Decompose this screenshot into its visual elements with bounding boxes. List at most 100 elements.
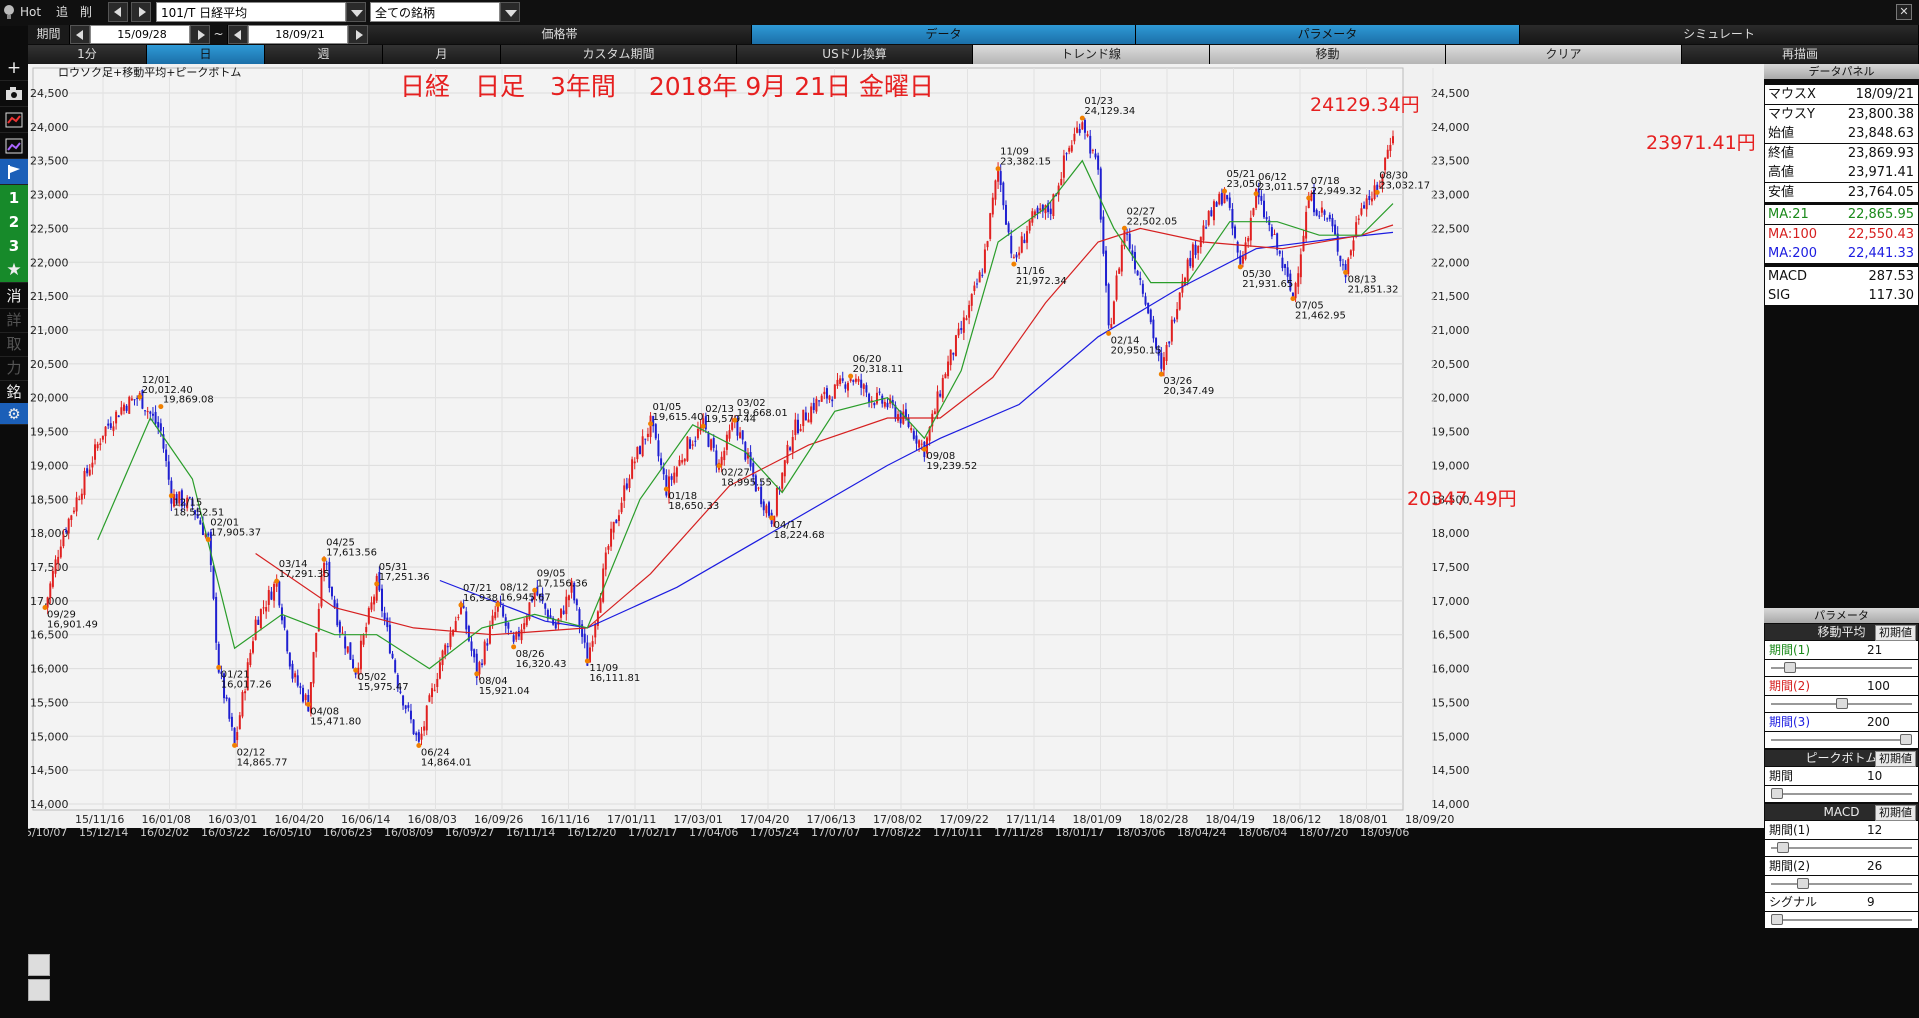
layout-2-button[interactable]: 2 <box>0 209 28 235</box>
tab-data[interactable]: データ <box>752 25 1136 44</box>
symbol-field[interactable]: 101/T 日経平均 <box>156 2 346 22</box>
clear-button[interactable]: クリア <box>1446 45 1682 64</box>
redraw-button[interactable]: 再描画 <box>1682 45 1919 64</box>
interval-weekly-button[interactable]: 週 <box>265 45 383 64</box>
candle-body <box>1336 233 1339 252</box>
x-tick-label: 18/08/01 <box>1339 813 1388 826</box>
detail-button[interactable]: 詳 <box>0 307 28 333</box>
layout-1-button[interactable]: 1 <box>0 185 28 211</box>
candle-body <box>241 691 244 717</box>
peak-bottom-date: 06/12 <box>1258 172 1287 183</box>
peak-bottom-date: 09/05 <box>537 568 566 579</box>
symbol-dropdown-button[interactable] <box>346 2 366 22</box>
symbol-button[interactable]: 銘 <box>0 379 28 405</box>
ma3-slider[interactable] <box>1765 732 1918 748</box>
candlestick-icon[interactable] <box>0 107 28 133</box>
candle-body <box>710 439 713 450</box>
ma-init-button[interactable]: 初期値 <box>1875 625 1916 641</box>
line-chart-icon[interactable] <box>0 133 28 159</box>
flag-icon[interactable] <box>0 159 28 185</box>
chart-area[interactable]: 24,500 24,500 24,000 24,000 23,500 23,500 23,0… <box>28 64 1764 1018</box>
candle-body <box>323 562 326 577</box>
custom-period-button[interactable]: カスタム期間 <box>501 45 737 64</box>
ma2-value[interactable]: 100 <box>1867 679 1890 693</box>
candle-body <box>475 653 478 678</box>
ma3-value[interactable]: 200 <box>1867 715 1890 729</box>
chart-type-icon-1[interactable] <box>28 954 50 976</box>
data-row: マウスY 23,800.38 <box>1765 104 1918 124</box>
macd-init-button[interactable]: 初期値 <box>1875 805 1916 821</box>
period-to-next-button[interactable] <box>348 25 368 44</box>
chart-type-icon-2[interactable] <box>28 979 50 1001</box>
add-button[interactable]: 追 <box>55 5 68 19</box>
macd2-value[interactable]: 26 <box>1867 859 1883 873</box>
signal-slider[interactable] <box>1765 912 1918 928</box>
peak-bottom-marker <box>474 671 480 677</box>
interval-daily-button[interactable]: 日 <box>147 45 265 64</box>
ma1-value[interactable]: 21 <box>1867 643 1883 657</box>
universe-dropdown-button[interactable] <box>500 2 520 22</box>
candle-body <box>752 463 755 477</box>
peak-bottom-date: 07/05 <box>1295 301 1324 312</box>
hot-button[interactable]: Hot <box>20 5 42 19</box>
macd1-slider[interactable] <box>1765 840 1918 856</box>
y-tick-label-right: 20,000 <box>1431 392 1470 405</box>
lightbulb-icon[interactable] <box>2 3 16 21</box>
camera-icon[interactable] <box>0 81 28 107</box>
period-from-prev-button[interactable] <box>70 25 90 44</box>
tab-price-band[interactable]: 価格帯 <box>368 25 752 44</box>
ma2-slider[interactable] <box>1765 696 1918 712</box>
macd1-value[interactable]: 12 <box>1867 823 1883 837</box>
trendline-button[interactable]: トレンド線 <box>973 45 1210 64</box>
universe-field[interactable]: 全ての銘柄 <box>370 2 500 22</box>
interval-monthly-button[interactable]: 月 <box>383 45 501 64</box>
candle-body <box>757 487 760 489</box>
candlestick-chart[interactable]: 24,500 24,500 24,000 24,000 23,500 23,500 23,0… <box>28 64 1764 1018</box>
candle-body <box>1105 250 1108 286</box>
period-from-field[interactable]: 15/09/28 <box>90 25 190 44</box>
trade-button[interactable]: 取 <box>0 331 28 357</box>
data-row: MA:100 22,550.43 <box>1765 224 1918 244</box>
crosshair-icon[interactable]: + <box>0 55 28 81</box>
period-to-field[interactable]: 18/09/21 <box>248 25 348 44</box>
candle-body <box>525 616 528 626</box>
candle-body <box>383 612 386 620</box>
candle-body <box>1176 309 1179 320</box>
signal-value[interactable]: 9 <box>1867 895 1875 909</box>
period-from-next-button[interactable] <box>190 25 210 44</box>
erase-button[interactable]: 消 <box>0 283 28 309</box>
macd2-slider[interactable] <box>1765 876 1918 892</box>
y-tick-label-right: 15,500 <box>1431 696 1470 709</box>
peak-bottom-init-button[interactable]: 初期値 <box>1875 751 1916 767</box>
ma1-slider[interactable] <box>1765 660 1918 676</box>
candle-body <box>191 499 194 507</box>
peak-bottom-marker <box>1253 191 1259 197</box>
delete-button[interactable]: 削 <box>79 5 92 19</box>
close-window-icon[interactable]: ✕ <box>1896 4 1912 20</box>
pb-slider[interactable] <box>1765 786 1918 802</box>
move-button[interactable]: 移動 <box>1210 45 1446 64</box>
tab-simulate[interactable]: シミュレート <box>1520 25 1919 44</box>
candle-body <box>1352 240 1355 251</box>
candle-body <box>702 418 705 429</box>
candle-body <box>791 437 794 452</box>
layout-3-button[interactable]: 3 <box>0 233 28 259</box>
candle-body <box>1012 256 1015 258</box>
tab-parameters[interactable]: パラメータ <box>1136 25 1520 44</box>
peak-bottom-marker <box>232 742 238 748</box>
candle-body <box>1313 190 1316 213</box>
input-button[interactable]: 力 <box>0 355 28 381</box>
star-icon[interactable]: ★ <box>0 257 28 283</box>
signal-row: シグナル 9 <box>1765 893 1918 911</box>
candle-body <box>1244 242 1247 260</box>
pb-value[interactable]: 10 <box>1867 769 1883 783</box>
next-symbol-button[interactable] <box>131 2 151 22</box>
candle-body <box>212 565 215 599</box>
period-to-prev-button[interactable] <box>228 25 248 44</box>
interval-1min-button[interactable]: 1分 <box>28 45 147 64</box>
candle-body <box>141 389 144 409</box>
prev-symbol-button[interactable] <box>108 2 128 22</box>
gear-icon[interactable]: ⚙ <box>0 403 28 425</box>
candle-body <box>1326 218 1329 220</box>
usd-convert-button[interactable]: USドル換算 <box>737 45 973 64</box>
